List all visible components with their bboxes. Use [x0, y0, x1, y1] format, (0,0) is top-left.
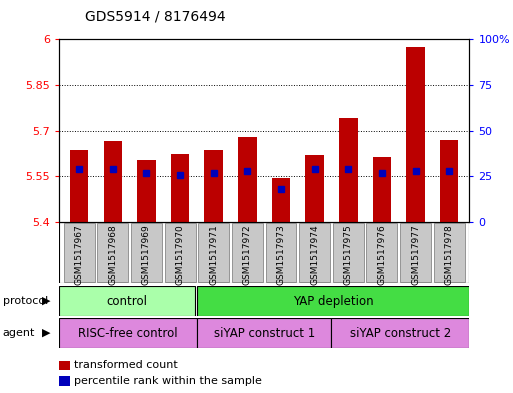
- Text: YAP depletion: YAP depletion: [293, 294, 373, 308]
- Text: siYAP construct 1: siYAP construct 1: [213, 327, 315, 340]
- Text: percentile rank within the sample: percentile rank within the sample: [74, 376, 262, 386]
- Text: control: control: [107, 294, 148, 308]
- Text: agent: agent: [3, 328, 35, 338]
- Bar: [70, 151, 88, 222]
- Bar: [198, 223, 229, 282]
- Bar: [104, 141, 122, 222]
- Bar: [232, 223, 263, 282]
- Text: GSM1517975: GSM1517975: [344, 224, 353, 285]
- Bar: [333, 223, 364, 282]
- Bar: [171, 154, 189, 222]
- Text: GSM1517973: GSM1517973: [277, 224, 286, 285]
- Bar: [266, 223, 297, 282]
- Text: transformed count: transformed count: [74, 360, 178, 371]
- Bar: [299, 223, 330, 282]
- Bar: [433, 223, 465, 282]
- Text: GSM1517971: GSM1517971: [209, 224, 218, 285]
- Text: GSM1517967: GSM1517967: [75, 224, 84, 285]
- Text: GSM1517976: GSM1517976: [378, 224, 386, 285]
- Text: GSM1517970: GSM1517970: [175, 224, 185, 285]
- Text: GSM1517974: GSM1517974: [310, 224, 319, 285]
- Bar: [238, 137, 256, 222]
- Text: ▶: ▶: [42, 296, 50, 306]
- Bar: [131, 223, 162, 282]
- Bar: [59, 286, 195, 316]
- Bar: [400, 223, 431, 282]
- Text: GDS5914 / 8176494: GDS5914 / 8176494: [85, 9, 225, 24]
- Bar: [165, 223, 195, 282]
- Text: ▶: ▶: [42, 328, 50, 338]
- Text: RISC-free control: RISC-free control: [78, 327, 178, 340]
- Text: siYAP construct 2: siYAP construct 2: [350, 327, 451, 340]
- Bar: [197, 286, 469, 316]
- Bar: [339, 118, 358, 222]
- Text: GSM1517978: GSM1517978: [445, 224, 453, 285]
- Text: GSM1517968: GSM1517968: [108, 224, 117, 285]
- Bar: [205, 151, 223, 222]
- Text: GSM1517969: GSM1517969: [142, 224, 151, 285]
- Bar: [366, 223, 398, 282]
- Bar: [197, 318, 331, 348]
- Bar: [137, 160, 156, 222]
- Text: protocol: protocol: [3, 296, 48, 306]
- Bar: [272, 178, 290, 222]
- Bar: [372, 156, 391, 222]
- Text: GSM1517972: GSM1517972: [243, 224, 252, 285]
- Bar: [59, 318, 197, 348]
- Bar: [440, 140, 459, 222]
- Bar: [331, 318, 469, 348]
- Bar: [406, 47, 425, 222]
- Text: GSM1517977: GSM1517977: [411, 224, 420, 285]
- Bar: [64, 223, 95, 282]
- Bar: [97, 223, 128, 282]
- Bar: [305, 155, 324, 222]
